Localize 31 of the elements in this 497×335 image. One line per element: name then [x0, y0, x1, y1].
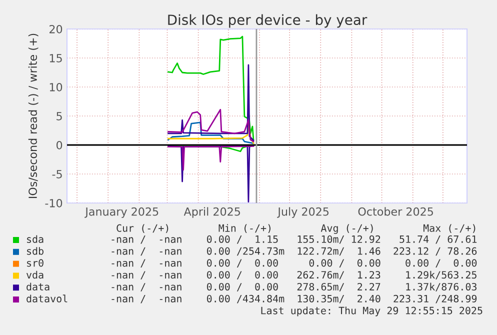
legend-label: vda [26, 270, 44, 279]
y-tick-label: 5 [56, 112, 62, 120]
line-series [168, 36, 254, 140]
y-tick-label: -5 [52, 170, 62, 178]
x-tick-label: October 2025 [358, 207, 433, 216]
text: -nan / -nan 0.00 /434.84m 130.35m/ 2.40 223.31 /248.99 [112, 294, 477, 304]
legend-label: sdb [27, 247, 44, 255]
x-tick-label: July 2025 [277, 207, 329, 218]
line-series [168, 108, 254, 142]
text: -nan / -nan 0.00 /254.73m 122.72m/ 1.46 223.12 / 78.26 [112, 247, 477, 256]
text: -nan / -nan 0.00 / 0.00 0.00 / 0.00 0.00 / 0.00 [112, 259, 477, 268]
text: Cur (-/+) Min (-/+) Avg (-/+) Max (-/+) [116, 224, 476, 234]
line-series [168, 145, 254, 171]
x-tick-label: April 2025 [184, 207, 240, 218]
legend-label: sr0 [27, 259, 44, 267]
y-tick-label: -10 [45, 198, 62, 208]
text: -nan / -nan 0.00 / 0.00 278.65m/ 2.27 1.37k/876.03 [112, 282, 476, 292]
y-tick-label: 10 [50, 82, 62, 92]
line-series [168, 64, 254, 142]
y-tick-label: 15 [50, 54, 62, 62]
chart-title: Disk IOs per device - by year [168, 14, 368, 28]
legend-label: datavol [26, 294, 68, 302]
text: -nan / -nan 0.00 / 0.00 262.76m/ 1.23 1.29k/563.25 [112, 270, 476, 280]
x-tick-label: January 2025 [84, 207, 158, 218]
text: Last update: Thu May 29 12:55:15 2025 [261, 306, 482, 316]
y-tick-label: 20 [50, 24, 62, 34]
legend-label: data [26, 282, 50, 291]
y-tick-label: 0 [56, 140, 62, 150]
text: -nan / -nan 0.00 / 1.15 155.10m/ 12.92 51.74 / 67.61 [112, 235, 477, 244]
y-axis-title: IOs/second read (-) / write (+) [28, 34, 38, 198]
legend-label: sda [27, 235, 44, 243]
